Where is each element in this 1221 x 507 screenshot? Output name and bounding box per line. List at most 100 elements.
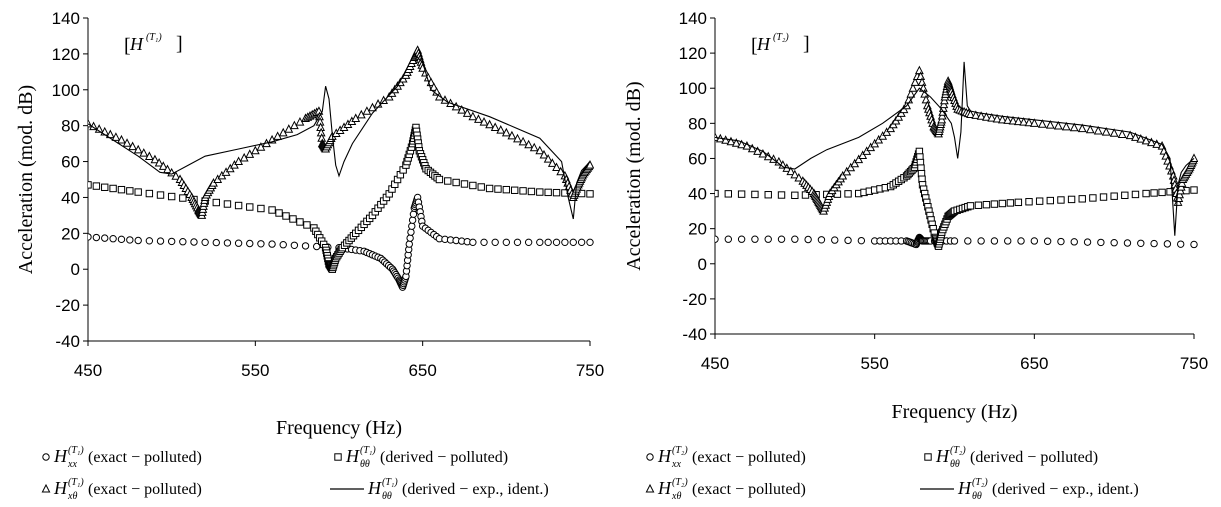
data-point-square [544, 188, 552, 197]
series-square [88, 123, 594, 273]
data-point-circle [312, 242, 321, 251]
legend-text: (exact − polluted) [692, 449, 806, 466]
data-point-square [982, 200, 991, 209]
data-point-circle [817, 236, 826, 244]
data-point-triangle [987, 112, 997, 122]
y-tick-label: 120 [679, 44, 707, 63]
data-point-triangle [462, 108, 472, 117]
legend-sup: (T₁) [68, 477, 84, 488]
data-point-triangle [786, 166, 796, 176]
data-point-square [801, 191, 810, 199]
data-point-circle [831, 236, 839, 244]
data-point-triangle [715, 132, 720, 141]
data-point-triangle [842, 166, 852, 176]
data-point-circle [1030, 237, 1039, 245]
data-point-triangle [507, 130, 517, 140]
legend-square-swatch [924, 453, 932, 461]
data-point-circle [1110, 239, 1118, 247]
data-point-triangle [457, 105, 467, 114]
chart-panel-right: -40 -20 0 20 40 60 80 100 120 140 450 550 650 750 Acce… [623, 9, 1208, 502]
legend-entry: H (T₂) θθ (derived − polluted) [924, 445, 1098, 470]
data-point-triangle [1045, 119, 1055, 129]
data-point-square [156, 191, 165, 199]
x-tick-label: 550 [860, 354, 888, 373]
data-point-square [444, 177, 452, 185]
data-point-triangle [721, 135, 731, 144]
data-point-square [117, 185, 126, 194]
data-point-triangle [432, 87, 442, 96]
data-point-square [435, 175, 444, 184]
series-circle [715, 233, 1198, 249]
y-tick-label: -40 [55, 332, 80, 351]
data-point-square [494, 185, 502, 193]
data-point-triangle [154, 157, 164, 167]
data-point-square [1150, 189, 1158, 197]
data-point-square [1190, 186, 1198, 194]
data-point-triangle [1019, 117, 1029, 126]
x-tick-label: 450 [701, 354, 729, 373]
data-point-circle [246, 239, 254, 248]
legend-square-swatch [334, 453, 342, 461]
data-point-square [1110, 192, 1118, 200]
data-point-triangle [1117, 129, 1127, 138]
data-point-triangle [1008, 115, 1018, 125]
data-point-square [179, 194, 187, 202]
data-point-triangle [914, 65, 924, 75]
x-tick-label: 750 [1180, 354, 1208, 373]
data-point-circle [109, 235, 117, 243]
data-point-circle [844, 236, 852, 245]
series-circle [88, 193, 594, 291]
data-point-square [1078, 195, 1086, 203]
data-point-triangle [547, 158, 557, 167]
data-point-square [966, 202, 975, 210]
data-point-triangle [854, 154, 864, 164]
data-point-square [724, 190, 733, 198]
data-point-circle [977, 237, 985, 245]
data-point-circle [167, 237, 176, 246]
panel-label-main: H [756, 34, 771, 54]
y-tick-label: 20 [688, 220, 707, 239]
data-point-square [715, 189, 719, 198]
panel-label-bracket-open: [ [124, 35, 131, 57]
legend-sub: θθ [972, 491, 982, 502]
data-point-circle [201, 238, 209, 247]
data-point-circle [857, 236, 866, 245]
data-point-triangle [128, 141, 138, 151]
data-point-circle [552, 238, 561, 247]
legend-symbol: H [53, 478, 68, 498]
data-point-square [234, 201, 243, 210]
data-point-circle [409, 210, 418, 218]
legend-triangle-swatch [41, 483, 51, 493]
data-point-square [469, 181, 477, 190]
y-tick-label: 60 [61, 153, 80, 172]
legend-sup: (T₂) [950, 445, 966, 456]
data-point-triangle [524, 139, 534, 149]
data-point-circle [1070, 238, 1078, 246]
legend-entry: H (T₂) θθ (derived − exp., ident.) [920, 477, 1139, 502]
data-point-circle [405, 240, 413, 248]
data-point-square [751, 190, 759, 199]
data-point-triangle [1037, 119, 1047, 128]
legend-symbol: H [367, 478, 382, 498]
data-point-square [452, 178, 460, 187]
data-point-square [246, 203, 254, 211]
data-point-square [303, 221, 311, 229]
data-point-triangle [1093, 125, 1103, 135]
data-point-triangle [838, 170, 848, 180]
data-point-triangle [758, 148, 768, 158]
data-point-circle [536, 238, 544, 247]
data-point-circle [577, 238, 586, 247]
data-point-square [1121, 191, 1129, 200]
data-point-triangle [1101, 127, 1111, 136]
legend-sub: xx [67, 459, 77, 470]
data-point-circle [1163, 240, 1172, 248]
legend-sub: θθ [950, 459, 960, 470]
data-point-circle [764, 235, 772, 243]
data-point-circle [101, 234, 109, 242]
y-tick-label: 0 [698, 255, 707, 274]
legend-sub: θθ [360, 459, 370, 470]
data-point-circle [751, 235, 759, 243]
series-line [88, 52, 591, 220]
data-point-circle [234, 239, 243, 247]
legend-text: (exact − polluted) [692, 481, 806, 498]
